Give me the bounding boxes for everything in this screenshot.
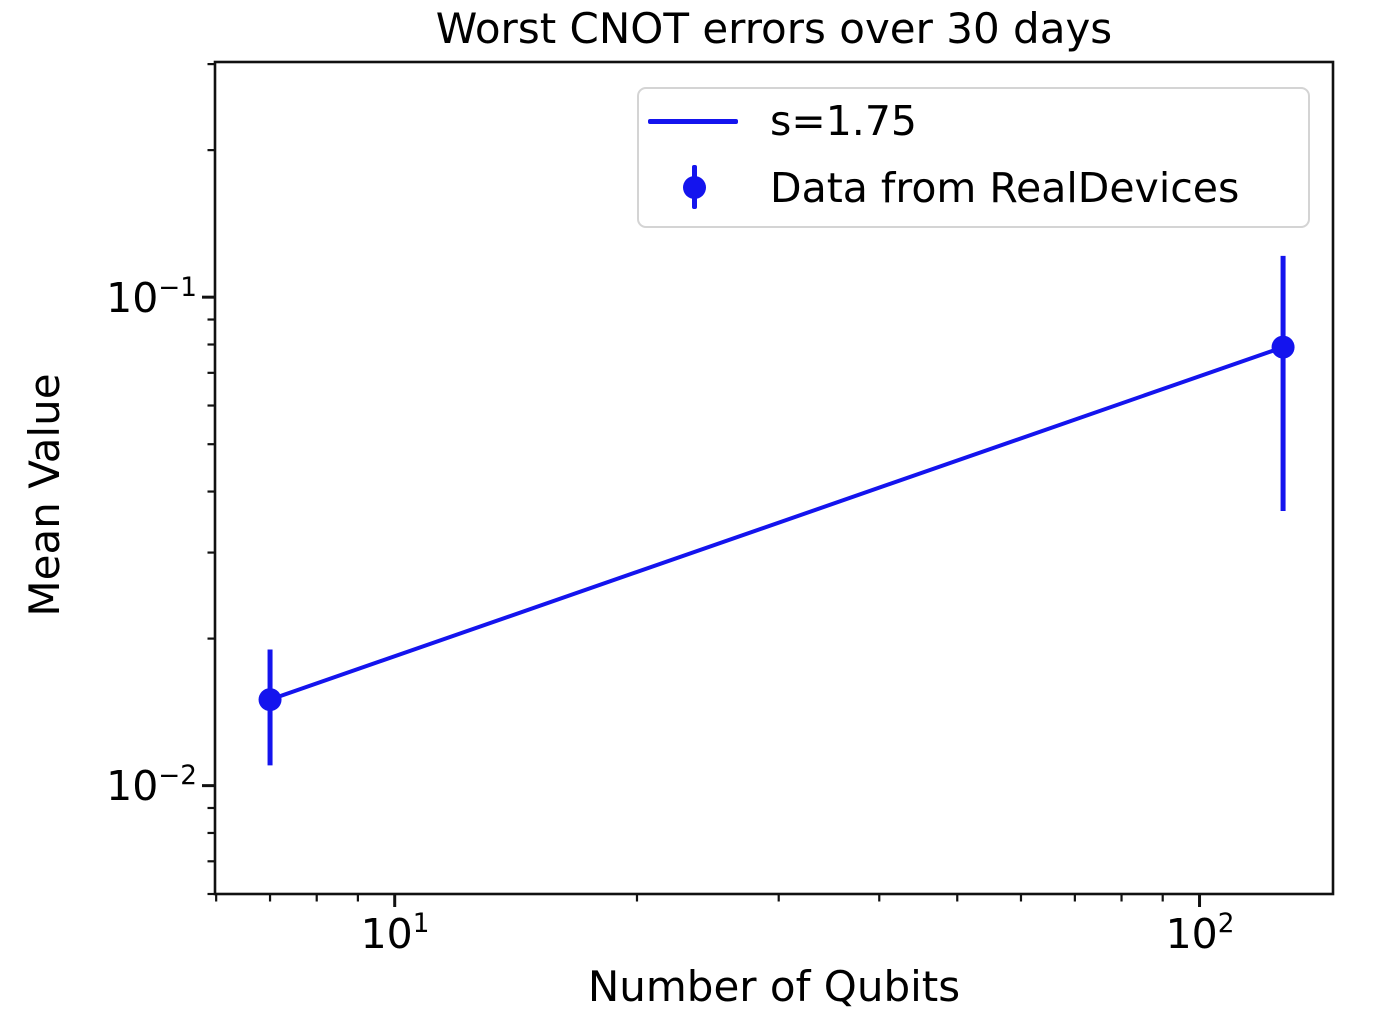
y-tick-label-0.1: 10−1 [60,273,197,324]
data-point-marker [258,688,282,712]
fit-line [268,345,1286,702]
x-tick-label-10: 101 [361,909,430,960]
legend-label-data: Data from RealDevices [770,164,1240,212]
y-tick-exponent: −1 [158,272,197,303]
legend-label-fit: s=1.75 [770,97,918,145]
y-tick-label-0.01: 10−2 [60,761,197,812]
legend-marker-icon [683,176,706,199]
data-series [258,255,1295,766]
x-tick-exponent: 1 [412,908,430,939]
chart-title: Worst CNOT errors over 30 days [435,4,1113,53]
legend: s=1.75 Data from RealDevices [637,87,1310,228]
legend-line-swatch [648,119,738,124]
y-axis-label: Mean Value [20,373,69,617]
x-axis-label: Number of Qubits [587,962,961,1011]
x-tick-exponent: 2 [1217,908,1235,939]
x-tick-label-100: 102 [1166,909,1235,960]
data-point-marker [1271,335,1295,359]
y-tick-exponent: −2 [158,760,197,791]
plot-border [213,60,1335,896]
